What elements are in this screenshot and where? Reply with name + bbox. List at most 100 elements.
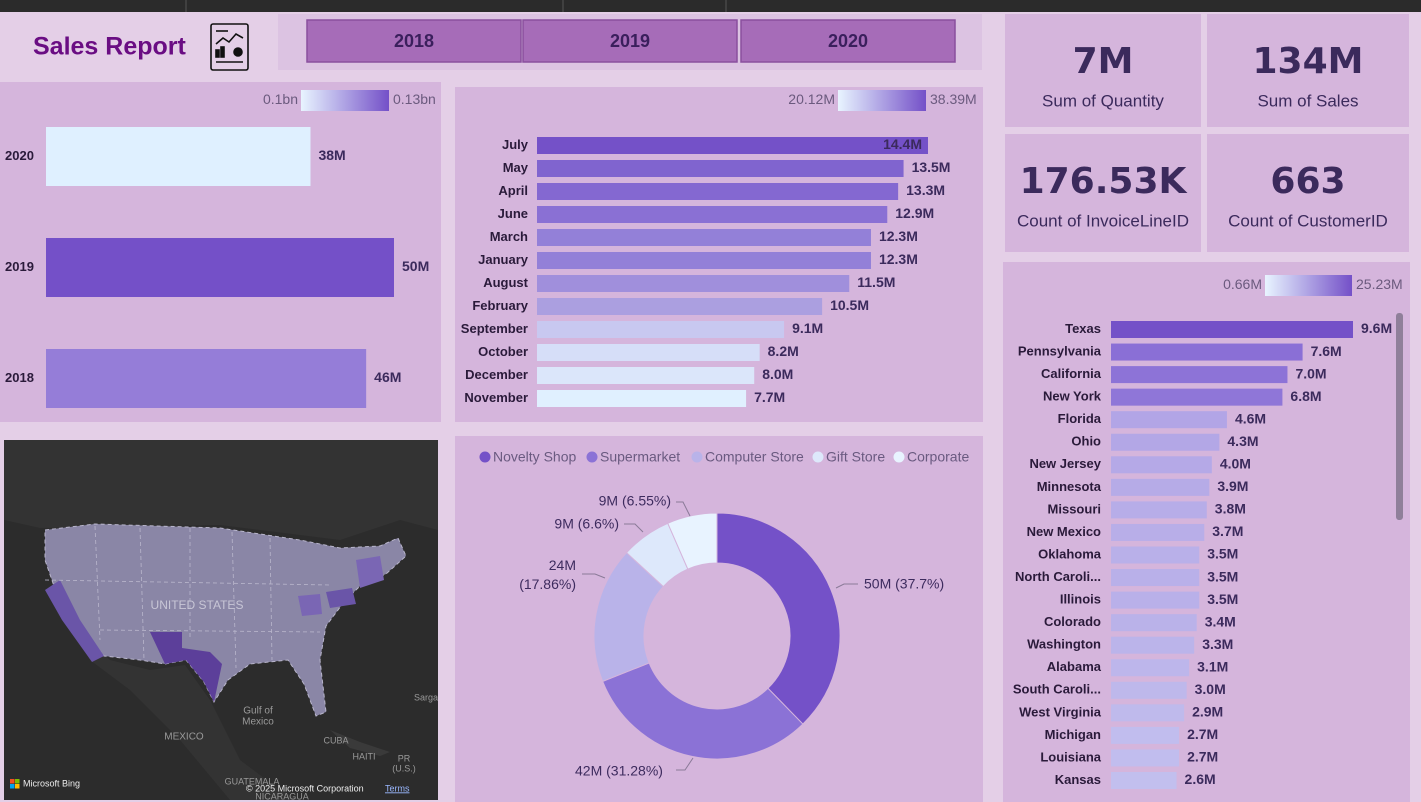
value-label: 9M (6.6%) bbox=[554, 516, 619, 532]
bar bbox=[1111, 501, 1207, 519]
slicer-label[interactable]: 2020 bbox=[828, 31, 868, 51]
value-label: 50M (37.7%) bbox=[864, 576, 944, 592]
slicer-button[interactable] bbox=[306, 19, 522, 63]
scrollbar[interactable] bbox=[1396, 313, 1403, 520]
cuba bbox=[330, 730, 390, 756]
category-label: 2018 bbox=[5, 370, 34, 385]
category-label: Florida bbox=[1058, 411, 1102, 426]
california bbox=[45, 580, 104, 662]
legend-marker bbox=[691, 451, 703, 463]
kpi-value: 134M bbox=[1253, 41, 1364, 82]
bar bbox=[1111, 704, 1185, 722]
value-label: 9.6M bbox=[1361, 320, 1392, 336]
value-label: 13.5M bbox=[912, 159, 951, 175]
category-label: August bbox=[483, 275, 528, 290]
state-line bbox=[99, 629, 321, 633]
bar bbox=[537, 390, 747, 407]
value-label: 8.2M bbox=[768, 343, 799, 359]
value-label: 3.9M bbox=[1217, 478, 1248, 494]
bar bbox=[1111, 636, 1195, 654]
label-line: (17.86%) bbox=[519, 576, 576, 592]
legend-marker bbox=[893, 451, 905, 463]
map-label: (U.S.) bbox=[392, 763, 416, 773]
value-label: 3.7M bbox=[1212, 523, 1243, 539]
value-label: 8.0M bbox=[762, 366, 793, 382]
pennsylvania bbox=[326, 588, 356, 608]
map-state-lines bbox=[44, 525, 331, 669]
value-label: 3.4M bbox=[1205, 613, 1236, 629]
category-label: 2019 bbox=[5, 259, 34, 274]
kpi-value: 663 bbox=[1270, 161, 1345, 202]
value-label: 2.7M bbox=[1187, 726, 1218, 742]
bar bbox=[1111, 772, 1177, 789]
bing-logo-square bbox=[10, 784, 15, 789]
card-panel bbox=[1207, 134, 1409, 252]
icon-bar bbox=[215, 49, 220, 58]
category-label: Ohio bbox=[1071, 434, 1101, 449]
bar bbox=[537, 160, 904, 177]
state-line bbox=[94, 525, 101, 641]
category-label: May bbox=[503, 160, 529, 175]
bar bbox=[1111, 456, 1212, 474]
icon-pie bbox=[233, 47, 243, 57]
value-label: 2.9M bbox=[1192, 704, 1223, 720]
bar bbox=[537, 206, 888, 223]
category-label: Texas bbox=[1065, 321, 1101, 336]
category-label: Alabama bbox=[1047, 659, 1102, 674]
value-label: 46M bbox=[374, 369, 401, 385]
value-label: 3.5M bbox=[1207, 546, 1238, 562]
value-label: 14.4M bbox=[883, 136, 922, 152]
united-states bbox=[44, 523, 407, 717]
leader-line bbox=[582, 573, 606, 579]
color-scale bbox=[301, 90, 389, 111]
icon-bar bbox=[220, 46, 225, 58]
map-label: GUATEMALA bbox=[225, 776, 280, 786]
value-label: 24M (17.86%) bbox=[519, 557, 576, 592]
color-scale-max: 38.39M bbox=[930, 91, 977, 107]
value-label: 38M bbox=[318, 147, 345, 163]
bar bbox=[537, 229, 871, 246]
category-label: Minnesota bbox=[1037, 479, 1102, 494]
value-label: 7.7M bbox=[754, 389, 785, 405]
card-panel bbox=[1005, 14, 1201, 127]
category-label: Pennsylvania bbox=[1018, 343, 1102, 358]
bar bbox=[1111, 366, 1288, 384]
state-line bbox=[269, 537, 273, 661]
slicer-button[interactable] bbox=[740, 19, 956, 63]
bar bbox=[537, 298, 823, 315]
slicer-button[interactable] bbox=[522, 19, 738, 63]
map-copyright: © 2025 Microsoft Corporation bbox=[246, 783, 364, 793]
slicer-label[interactable]: 2018 bbox=[394, 31, 434, 51]
map-terms[interactable]: Terms bbox=[385, 783, 410, 793]
bar bbox=[1111, 388, 1283, 406]
bar bbox=[537, 183, 899, 200]
category-label: November bbox=[464, 390, 528, 405]
map-label: Sarga bbox=[414, 692, 438, 702]
bing-logo-square bbox=[10, 779, 15, 784]
map-label: Mexico bbox=[242, 717, 274, 728]
slicer-label[interactable]: 2019 bbox=[610, 31, 650, 51]
donut-slice bbox=[602, 662, 804, 760]
value-label: 11.5M bbox=[857, 274, 895, 290]
leader-line bbox=[676, 501, 691, 517]
leader-line bbox=[676, 757, 694, 771]
category-label: February bbox=[472, 298, 528, 313]
report-icon bbox=[210, 23, 249, 71]
category-label: March bbox=[490, 229, 528, 244]
value-label: 10.5M bbox=[830, 297, 869, 313]
bar bbox=[1111, 749, 1180, 767]
value-label: 3.8M bbox=[1215, 501, 1246, 517]
bar bbox=[537, 367, 755, 384]
value-label: 42M (31.28%) bbox=[575, 763, 663, 779]
value-label: 3.3M bbox=[1202, 636, 1233, 652]
icon-line bbox=[215, 32, 244, 45]
icon-frame bbox=[210, 23, 249, 71]
state-line bbox=[139, 527, 145, 661]
value-label: 4.6M bbox=[1235, 410, 1266, 426]
value-label: 13.3M bbox=[906, 182, 945, 198]
donut-slice bbox=[716, 512, 841, 725]
color-scale-min: 20.12M bbox=[788, 91, 835, 107]
value-label: 12.3M bbox=[879, 251, 918, 267]
legend-label: Supermarket bbox=[600, 449, 680, 465]
